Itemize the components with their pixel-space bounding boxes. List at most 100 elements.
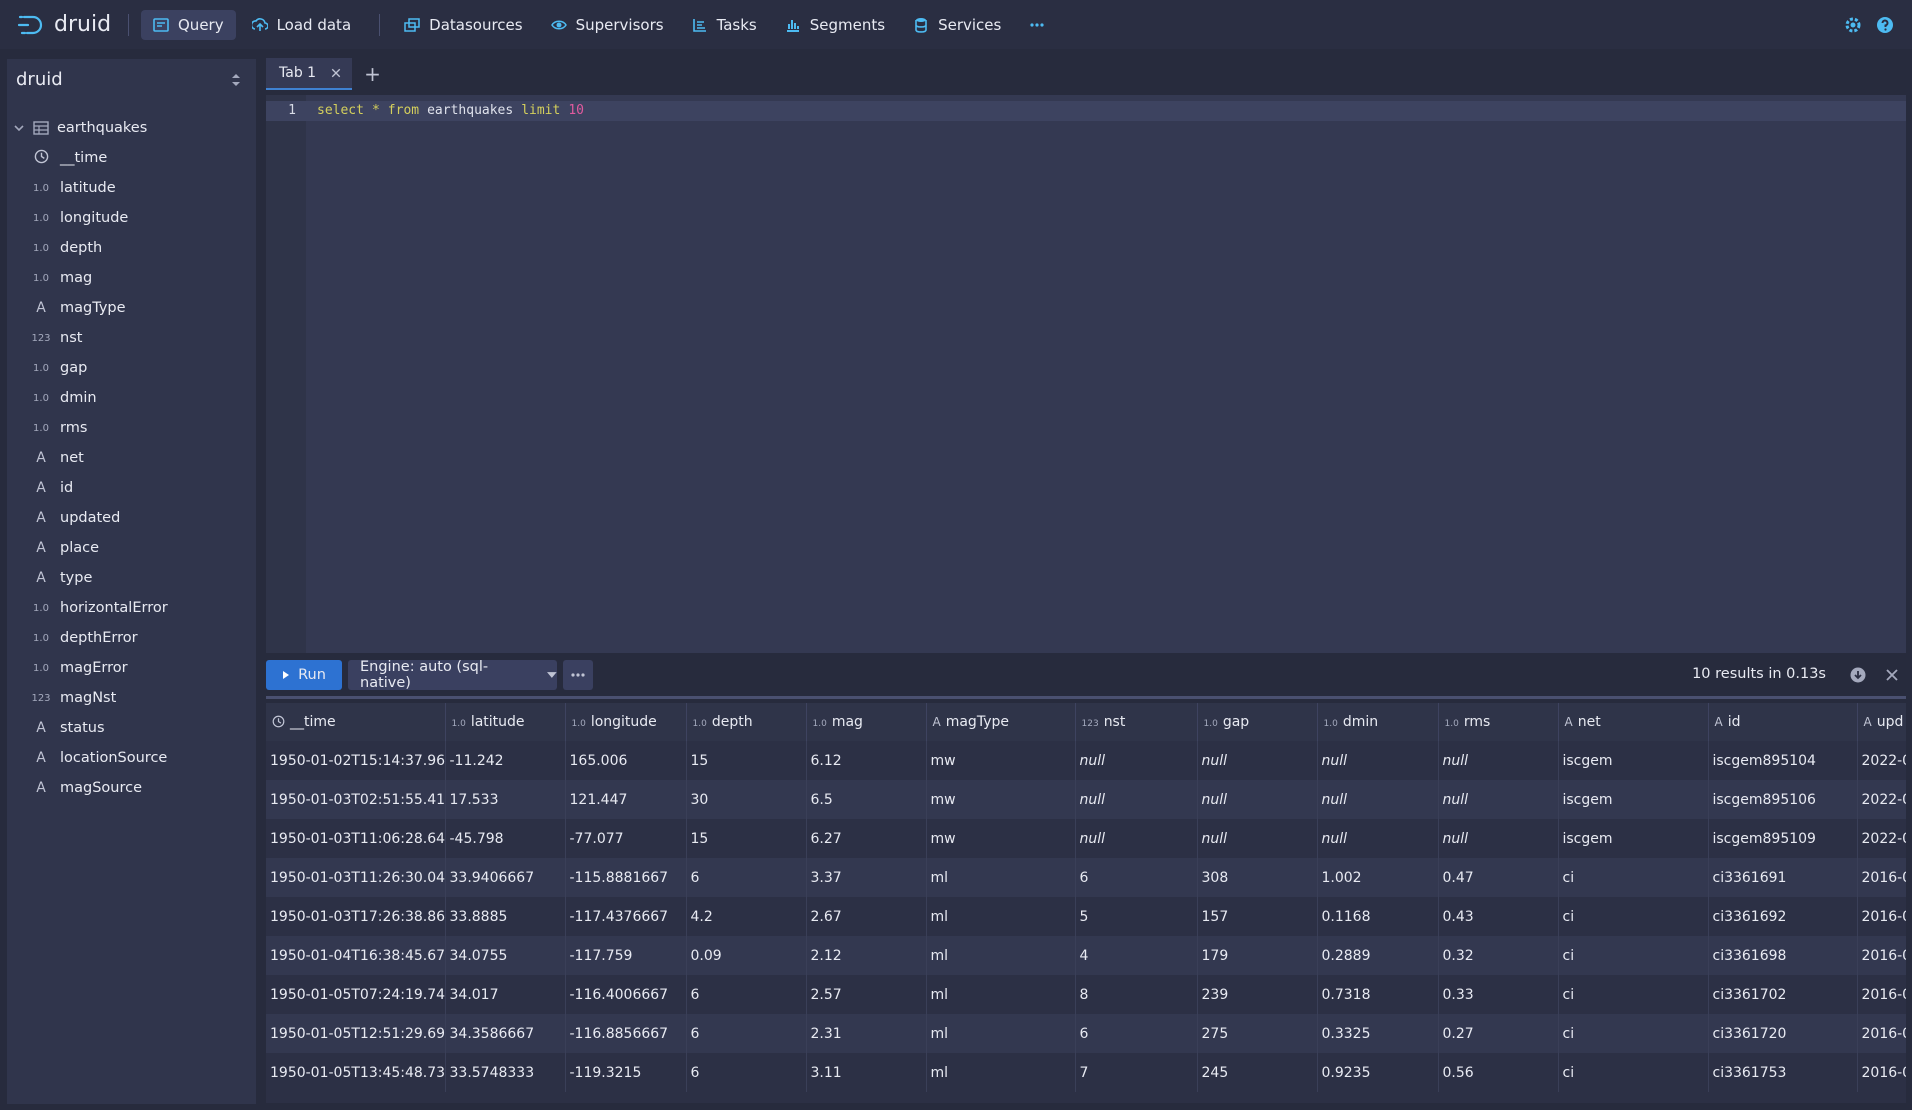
column-row[interactable]: Atype — [30, 563, 92, 593]
nav-icon — [551, 17, 567, 33]
logo[interactable]: druid — [16, 12, 116, 37]
column-row[interactable]: 1.0depthError — [30, 623, 138, 653]
column-row[interactable]: 1.0magError — [30, 653, 128, 683]
cell: 33.8885 — [445, 897, 565, 936]
column-row[interactable]: 1.0gap — [30, 353, 87, 383]
column-row[interactable]: Astatus — [30, 713, 105, 743]
nav-item[interactable]: Query — [141, 10, 236, 40]
cell: mw — [926, 780, 1075, 819]
cell: iscgem895109 — [1708, 819, 1857, 858]
nav-icon — [785, 17, 801, 33]
column-header[interactable]: __time — [266, 703, 445, 741]
column-header[interactable]: Aupd — [1857, 703, 1906, 741]
column-row[interactable]: AmagType — [30, 293, 126, 323]
column-header[interactable]: AmagType — [926, 703, 1075, 741]
cell: null — [1438, 741, 1558, 780]
column-name: updated — [60, 510, 120, 526]
help-button[interactable] — [1876, 16, 1894, 34]
column-name: rms — [60, 420, 87, 436]
header-name: latitude — [471, 714, 525, 730]
cell: iscgem — [1558, 741, 1708, 780]
column-row[interactable]: 1.0rms — [30, 413, 87, 443]
cell: ci3361702 — [1708, 975, 1857, 1014]
engine-select[interactable]: Engine: auto (sql-native) — [348, 660, 557, 690]
more-button[interactable] — [563, 660, 593, 690]
nav-icon — [404, 17, 420, 33]
column-name: horizontalError — [60, 600, 168, 616]
header-name: net — [1578, 714, 1601, 730]
settings-button[interactable] — [1844, 16, 1862, 34]
column-row[interactable]: AmagSource — [30, 773, 142, 803]
add-tab[interactable]: + — [364, 62, 381, 86]
column-row[interactable]: 1.0longitude — [30, 203, 128, 233]
clock-icon — [272, 715, 285, 728]
more-menu[interactable] — [1017, 11, 1057, 39]
table-row: 1950-01-03T17:26:38.86033.8885-117.43766… — [266, 897, 1906, 936]
column-header[interactable]: 1.0rms — [1438, 703, 1558, 741]
column-header[interactable]: Aid — [1708, 703, 1857, 741]
cell: -115.8881667 — [565, 858, 686, 897]
cell: iscgem895106 — [1708, 780, 1857, 819]
cell: -117.759 — [565, 936, 686, 975]
cell: 179 — [1197, 936, 1317, 975]
tab-close[interactable] — [330, 67, 342, 79]
column-header[interactable]: 123nst — [1075, 703, 1197, 741]
column-row[interactable]: Aid — [30, 473, 73, 503]
type-label: 1.0 — [30, 183, 52, 194]
nav-icon — [252, 17, 268, 33]
cell: 6 — [686, 975, 806, 1014]
table-row: 1950-01-05T07:24:19.74034.017-116.400666… — [266, 975, 1906, 1014]
column-row[interactable]: __time — [30, 143, 107, 173]
code-token: select — [317, 101, 364, 121]
column-row[interactable]: 1.0horizontalError — [30, 593, 168, 623]
column-row[interactable]: 1.0dmin — [30, 383, 97, 413]
cell: -116.8856667 — [565, 1014, 686, 1053]
close-button[interactable] — [1886, 669, 1898, 681]
sort-icon[interactable] — [231, 73, 241, 87]
nav-item[interactable]: Services — [901, 10, 1013, 40]
nav-item[interactable]: Segments — [773, 10, 897, 40]
table-row: 1950-01-02T15:14:37.960-11.242165.006156… — [266, 741, 1906, 780]
cell: 2.67 — [806, 897, 926, 936]
column-row[interactable]: 1.0latitude — [30, 173, 116, 203]
column-header[interactable]: 1.0latitude — [445, 703, 565, 741]
column-header[interactable]: 1.0gap — [1197, 703, 1317, 741]
nav-item[interactable]: Tasks — [680, 10, 769, 40]
column-row[interactable]: Anet — [30, 443, 84, 473]
column-row[interactable]: 123magNst — [30, 683, 116, 713]
column-row[interactable]: Aupdated — [30, 503, 120, 533]
column-row[interactable]: 1.0mag — [30, 263, 92, 293]
query-editor[interactable]: 1 select*fromearthquakeslimit10 — [266, 95, 1906, 653]
column-row[interactable]: Aplace — [30, 533, 99, 563]
header-name: id — [1728, 714, 1741, 730]
nav-item[interactable]: Load data — [240, 10, 364, 40]
type-label: 123 — [30, 333, 52, 344]
column-header[interactable]: Anet — [1558, 703, 1708, 741]
nav-item[interactable]: Datasources — [392, 10, 534, 40]
cell: null — [1075, 741, 1197, 780]
cell: 15 — [686, 819, 806, 858]
run-button[interactable]: Run — [266, 660, 342, 690]
download-button[interactable] — [1850, 667, 1866, 683]
column-row[interactable]: 123nst — [30, 323, 82, 353]
cell: ci — [1558, 936, 1708, 975]
type-label: A — [1864, 715, 1872, 729]
column-header[interactable]: 1.0mag — [806, 703, 926, 741]
database-name[interactable]: druid — [16, 69, 63, 90]
column-row[interactable]: AlocationSource — [30, 743, 167, 773]
column-row[interactable]: 1.0depth — [30, 233, 102, 263]
column-header[interactable]: 1.0longitude — [565, 703, 686, 741]
cell: ml — [926, 1053, 1075, 1092]
tab[interactable]: Tab 1 — [266, 58, 352, 90]
cell: 1950-01-03T11:26:30.040 — [266, 858, 445, 897]
cell: 0.32 — [1438, 936, 1558, 975]
column-header[interactable]: 1.0dmin — [1317, 703, 1438, 741]
cell: 6.5 — [806, 780, 926, 819]
column-name: magNst — [60, 690, 116, 706]
code-line: select*fromearthquakeslimit10 — [317, 101, 584, 121]
column-header[interactable]: 1.0depth — [686, 703, 806, 741]
nav-item[interactable]: Supervisors — [539, 10, 676, 40]
table-row[interactable]: earthquakes — [13, 113, 147, 143]
type-label: 1.0 — [30, 393, 52, 404]
cell: 0.2889 — [1317, 936, 1438, 975]
